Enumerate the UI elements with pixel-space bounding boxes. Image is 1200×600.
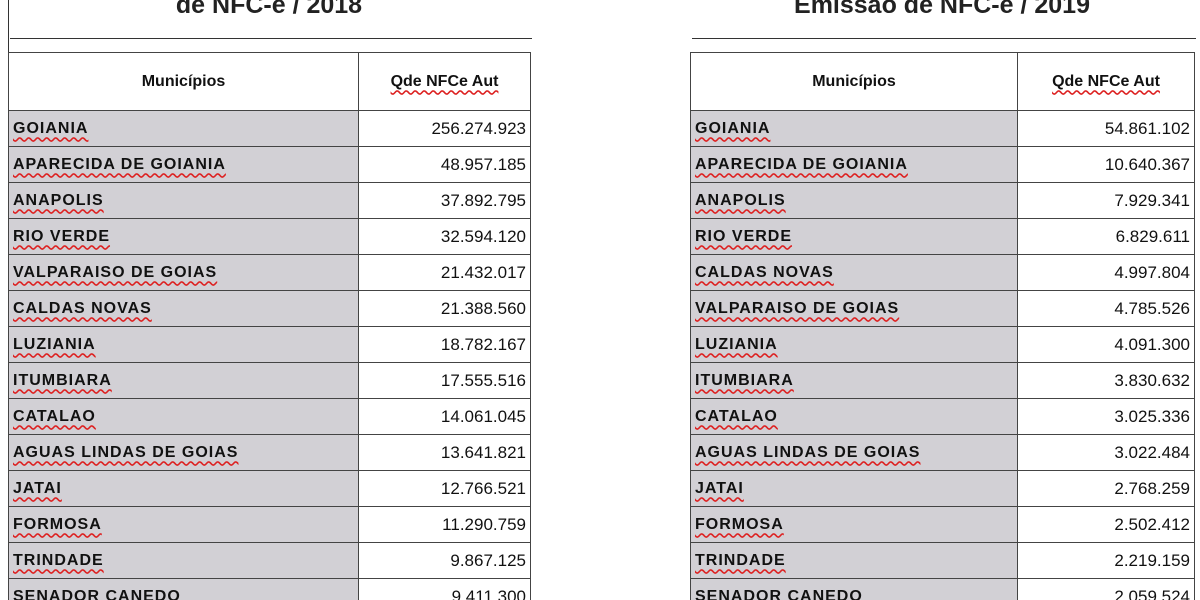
nfce-count: 13.641.821 (358, 434, 531, 471)
data-table: Municípios Qde NFCe Aut GOIANIA 54.861.102 A… (690, 52, 1195, 600)
header-row: Municípios Qde NFCe Aut (8, 52, 531, 111)
nfce-count: 10.640.367 (1017, 146, 1195, 183)
nfce-count: 9.867.125 (358, 542, 531, 579)
column-header: Qde NFCe Aut (1017, 52, 1195, 111)
table-row: RIO VERDE 32.594.120 (8, 218, 531, 255)
municipality: SENADOR CANEDO (690, 578, 1018, 600)
nfce-count: 21.388.560 (358, 290, 531, 327)
nfce-count: 2.059.524 (1017, 578, 1195, 600)
municipality: LUZIANIA (8, 326, 359, 363)
nfce-count: 48.957.185 (358, 146, 531, 183)
municipality: ITUMBIARA (690, 362, 1018, 399)
nfce-count: 3.022.484 (1017, 434, 1195, 471)
municipality: CATALAO (690, 398, 1018, 435)
nfce-count: 17.555.516 (358, 362, 531, 399)
table-row: ITUMBIARA 3.830.632 (690, 362, 1195, 399)
municipality: AGUAS LINDAS DE GOIAS (8, 434, 359, 471)
nfce-count: 3.830.632 (1017, 362, 1195, 399)
nfce-count: 21.432.017 (358, 254, 531, 291)
table-row: JATAI 2.768.259 (690, 470, 1195, 507)
municipality: AGUAS LINDAS DE GOIAS (690, 434, 1018, 471)
table-row: VALPARAISO DE GOIAS 4.785.526 (690, 290, 1195, 327)
nfce-count: 11.290.759 (358, 506, 531, 543)
nfce-count: 2.219.159 (1017, 542, 1195, 579)
municipality: GOIANIA (690, 110, 1018, 147)
table-row: JATAI 12.766.521 (8, 470, 531, 507)
municipality: VALPARAISO DE GOIAS (8, 254, 359, 291)
table-row: APARECIDA DE GOIANIA 48.957.185 (8, 146, 531, 183)
municipality: RIO VERDE (8, 218, 359, 255)
table-row: APARECIDA DE GOIANIA 10.640.367 (690, 146, 1195, 183)
nfce-count: 12.766.521 (358, 470, 531, 507)
table-row: GOIANIA 54.861.102 (690, 110, 1195, 147)
column-header: Municípios (8, 52, 359, 111)
nfce-count: 256.274.923 (358, 110, 531, 147)
title-rule (692, 38, 1196, 39)
table-row: GOIANIA 256.274.923 (8, 110, 531, 147)
table-row: CALDAS NOVAS 21.388.560 (8, 290, 531, 327)
nfce-count: 7.929.341 (1017, 182, 1195, 219)
municipality: JATAI (8, 470, 359, 507)
municipality: ANAPOLIS (690, 182, 1018, 219)
table-row: CATALAO 14.061.045 (8, 398, 531, 435)
table-row: AGUAS LINDAS DE GOIAS 3.022.484 (690, 434, 1195, 471)
municipality: FORMOSA (690, 506, 1018, 543)
nfce-count: 4.997.804 (1017, 254, 1195, 291)
municipality: LUZIANIA (690, 326, 1018, 363)
table-row: LUZIANIA 4.091.300 (690, 326, 1195, 363)
table-row: FORMOSA 11.290.759 (8, 506, 531, 543)
municipality: CALDAS NOVAS (8, 290, 359, 327)
municipality: ITUMBIARA (8, 362, 359, 399)
table-row: ANAPOLIS 7.929.341 (690, 182, 1195, 219)
nfce-count: 6.829.611 (1017, 218, 1195, 255)
municipality: VALPARAISO DE GOIAS (690, 290, 1018, 327)
table-row: FORMOSA 2.502.412 (690, 506, 1195, 543)
municipality: TRINDADE (690, 542, 1018, 579)
table-row: LUZIANIA 18.782.167 (8, 326, 531, 363)
table-row: TRINDADE 9.867.125 (8, 542, 531, 579)
table-row: ITUMBIARA 17.555.516 (8, 362, 531, 399)
nfce-count: 2.768.259 (1017, 470, 1195, 507)
nfce-count: 4.785.526 (1017, 290, 1195, 327)
nfce-count: 4.091.300 (1017, 326, 1195, 363)
municipality: APARECIDA DE GOIANIA (8, 146, 359, 183)
municipality: ANAPOLIS (8, 182, 359, 219)
municipality: SENADOR CANEDO (8, 578, 359, 600)
municipality: APARECIDA DE GOIANIA (690, 146, 1018, 183)
table-row: CALDAS NOVAS 4.997.804 (690, 254, 1195, 291)
municipality: CATALAO (8, 398, 359, 435)
municipality: JATAI (690, 470, 1018, 507)
municipality: TRINDADE (8, 542, 359, 579)
table-title: Emissão de NFC-e / 2019 (794, 0, 1090, 19)
column-header: Municípios (690, 52, 1018, 111)
municipality: RIO VERDE (690, 218, 1018, 255)
nfce-count: 54.861.102 (1017, 110, 1195, 147)
data-table: Municípios Qde NFCe Aut GOIANIA 256.274.923… (8, 52, 531, 600)
municipality: FORMOSA (8, 506, 359, 543)
table-title: de NFC-e / 2018 (175, 0, 363, 19)
table-row: CATALAO 3.025.336 (690, 398, 1195, 435)
table-row: VALPARAISO DE GOIAS 21.432.017 (8, 254, 531, 291)
table-row: RIO VERDE 6.829.611 (690, 218, 1195, 255)
nfce-count: 18.782.167 (358, 326, 531, 363)
nfce-count: 14.061.045 (358, 398, 531, 435)
nfce-count: 9.411.300 (358, 578, 531, 600)
table-row: SENADOR CANEDO 9.411.300 (8, 578, 531, 600)
municipality: CALDAS NOVAS (690, 254, 1018, 291)
column-header: Qde NFCe Aut (358, 52, 531, 111)
table-row: AGUAS LINDAS DE GOIAS 13.641.821 (8, 434, 531, 471)
nfce-count: 3.025.336 (1017, 398, 1195, 435)
table-row: TRINDADE 2.219.159 (690, 542, 1195, 579)
nfce-count: 32.594.120 (358, 218, 531, 255)
table-row: SENADOR CANEDO 2.059.524 (690, 578, 1195, 600)
title-rule (10, 38, 532, 39)
municipality: GOIANIA (8, 110, 359, 147)
nfce-count: 2.502.412 (1017, 506, 1195, 543)
nfce-count: 37.892.795 (358, 182, 531, 219)
table-row: ANAPOLIS 37.892.795 (8, 182, 531, 219)
header-row: Municípios Qde NFCe Aut (690, 52, 1195, 111)
